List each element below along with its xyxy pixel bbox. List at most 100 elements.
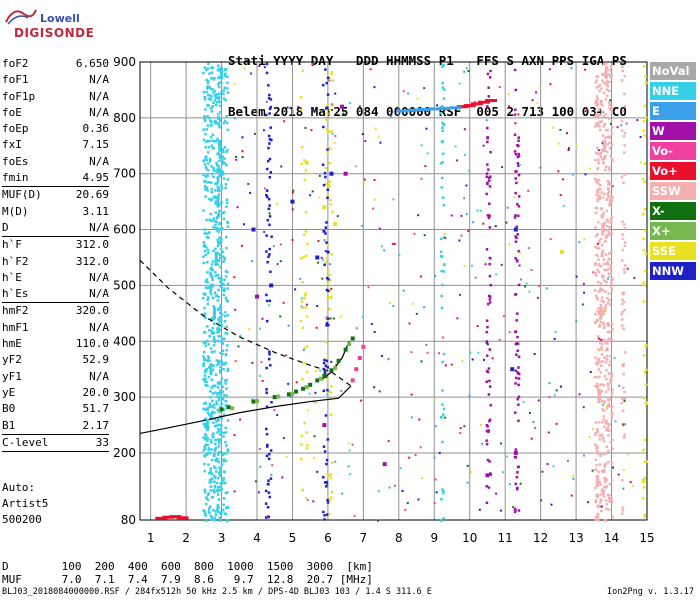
echo-speckle [485,330,488,334]
echo-speckle [210,458,214,462]
echo-speckle [597,375,601,379]
echo-speckle [347,465,350,468]
echo-speckle [203,418,206,421]
echo-speckle [438,451,441,454]
echo-speckle [607,372,610,375]
series-point-x [304,385,309,390]
echo-speckle [489,283,493,287]
echo-speckle [217,252,220,255]
echo-speckle [341,492,344,495]
echo-speckle [206,151,210,154]
echo-speckle [599,102,603,106]
param-value: 110.0 [75,337,109,351]
echo-speckle [487,393,491,396]
echo-speckle [270,235,273,238]
echo-speckle [623,399,626,402]
echo-speckle [607,429,611,433]
echo-speckle [483,358,486,361]
echo-speckle [600,338,603,341]
echo-speckle [203,331,207,334]
echo-speckle [420,275,423,278]
echo-speckle [591,469,594,472]
echo-speckle [604,349,608,352]
echo-speckle [223,157,226,160]
echo-speckle [553,394,556,397]
echo-speckle [326,192,330,196]
echo-speckle [480,423,483,426]
echo-speckle [474,276,477,279]
echo-speckle [214,196,218,200]
echo-speckle [314,370,317,373]
echo-speckle [217,85,221,89]
y-tick-label: 700 [113,167,136,181]
echo-speckle [642,248,645,252]
echo-speckle [603,192,606,196]
echo-speckle [506,206,509,209]
echo-speckle [620,79,624,82]
echo-speckle [622,268,626,271]
echo-speckle [211,368,215,372]
echo-speckle [291,191,294,194]
echo-speckle [373,178,376,181]
echo-speckle [205,434,208,438]
echo-speckle [267,457,271,461]
legend-item-x: X+ [650,222,696,240]
echo-speckle [323,358,326,362]
echo-speckle [355,327,358,330]
echo-speckle [605,198,608,202]
echo-speckle [222,476,225,480]
echo-speckle [595,95,599,98]
echo-speckle [594,313,597,316]
echo-speckle [220,402,223,406]
echo-speckle [458,239,461,242]
echo-speckle [442,352,446,356]
echo-speckle [486,429,490,433]
echo-speckle [208,413,211,417]
echo-speckle [249,72,252,75]
echo-speckle [600,251,604,255]
echo-speckle [439,250,443,254]
echo-speckle [225,378,229,382]
echo-speckle [265,167,269,171]
echo-speckle [596,190,599,193]
echo-speckle [324,166,328,170]
echo-speckle [488,419,491,423]
echo-speckle [216,339,219,343]
param-name: MUF(D) [2,188,42,202]
echo-speckle [442,413,445,416]
echo-speckle [548,382,551,385]
echo-speckle [297,105,300,108]
echo-speckle [340,389,343,392]
echo-speckle [326,317,330,320]
echo-speckle [459,432,462,435]
echo-speckle [220,431,223,434]
echo-speckle [269,477,273,480]
echo-speckle [594,211,598,215]
echo-speckle [605,262,608,266]
param-name: h`E [2,270,22,284]
echo-speckle [202,509,205,512]
echo-speckle [213,454,216,458]
echo-speckle [207,366,211,369]
echo-speckle [203,179,207,183]
echo-speckle [223,311,227,314]
echo-speckle [597,337,600,340]
echo-speckle [265,432,269,436]
echo-speckle [595,375,598,379]
echo-speckle [600,345,603,349]
echo-speckle [306,499,309,502]
series-point-x [343,347,348,352]
echo-speckle [219,365,222,369]
echo-speckle [268,93,271,97]
echo-speckle [609,251,613,254]
echo-speckle [322,230,325,233]
echo-speckle [218,371,222,374]
echo-speckle [210,386,213,389]
echo-speckle [203,232,207,235]
echo-speckle [607,508,610,511]
echo-speckle [603,425,606,429]
echo-speckle [607,101,611,104]
echo-speckle [420,360,423,363]
echo-speckle [222,479,225,482]
echo-speckle [514,448,518,451]
